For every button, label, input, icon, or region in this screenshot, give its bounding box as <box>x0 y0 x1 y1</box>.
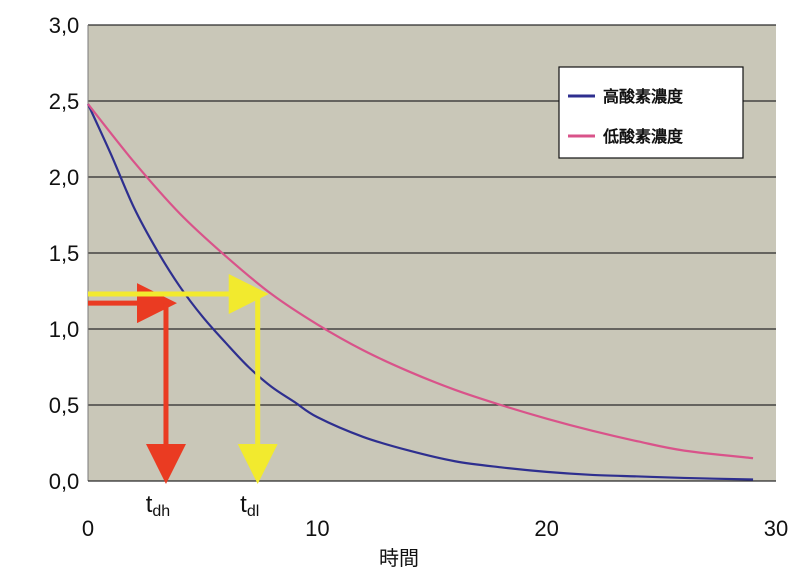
series-line-2 <box>87 103 754 460</box>
gridlines <box>88 24 776 406</box>
annotations: tdh tdl <box>88 274 278 520</box>
y-tick-label: 0,0 <box>49 469 80 494</box>
axes <box>87 25 776 482</box>
y-tick-label: 2,5 <box>49 89 80 114</box>
legend-label-1: 高酸素濃度 <box>603 87 684 106</box>
y-tick-label: 3,0 <box>49 13 80 38</box>
y-tick-labels: 0,0 0,5 1,0 1,5 2,0 2,5 3,0 <box>49 13 80 494</box>
y-tick-label: 0,5 <box>49 393 80 418</box>
legend-label-2: 低酸素濃度 <box>602 127 684 146</box>
x-axis-label: 時間 <box>379 546 419 570</box>
series-lines <box>86 103 754 481</box>
legend-box <box>558 66 744 159</box>
y-tick-label: 1,0 <box>49 317 80 342</box>
y-tick-label: 2,0 <box>49 165 80 190</box>
x-tick-label: 20 <box>534 516 558 541</box>
annotation-label: tdh <box>146 491 170 520</box>
annotation-label: tdl <box>240 491 259 520</box>
x-tick-label: 30 <box>764 516 788 541</box>
x-tick-label: 0 <box>82 516 94 541</box>
y-tick-label: 1,5 <box>49 241 80 266</box>
x-tick-label: 10 <box>305 516 329 541</box>
x-tick-labels: 0 10 20 30 <box>82 516 788 541</box>
series-line-1 <box>86 103 754 481</box>
